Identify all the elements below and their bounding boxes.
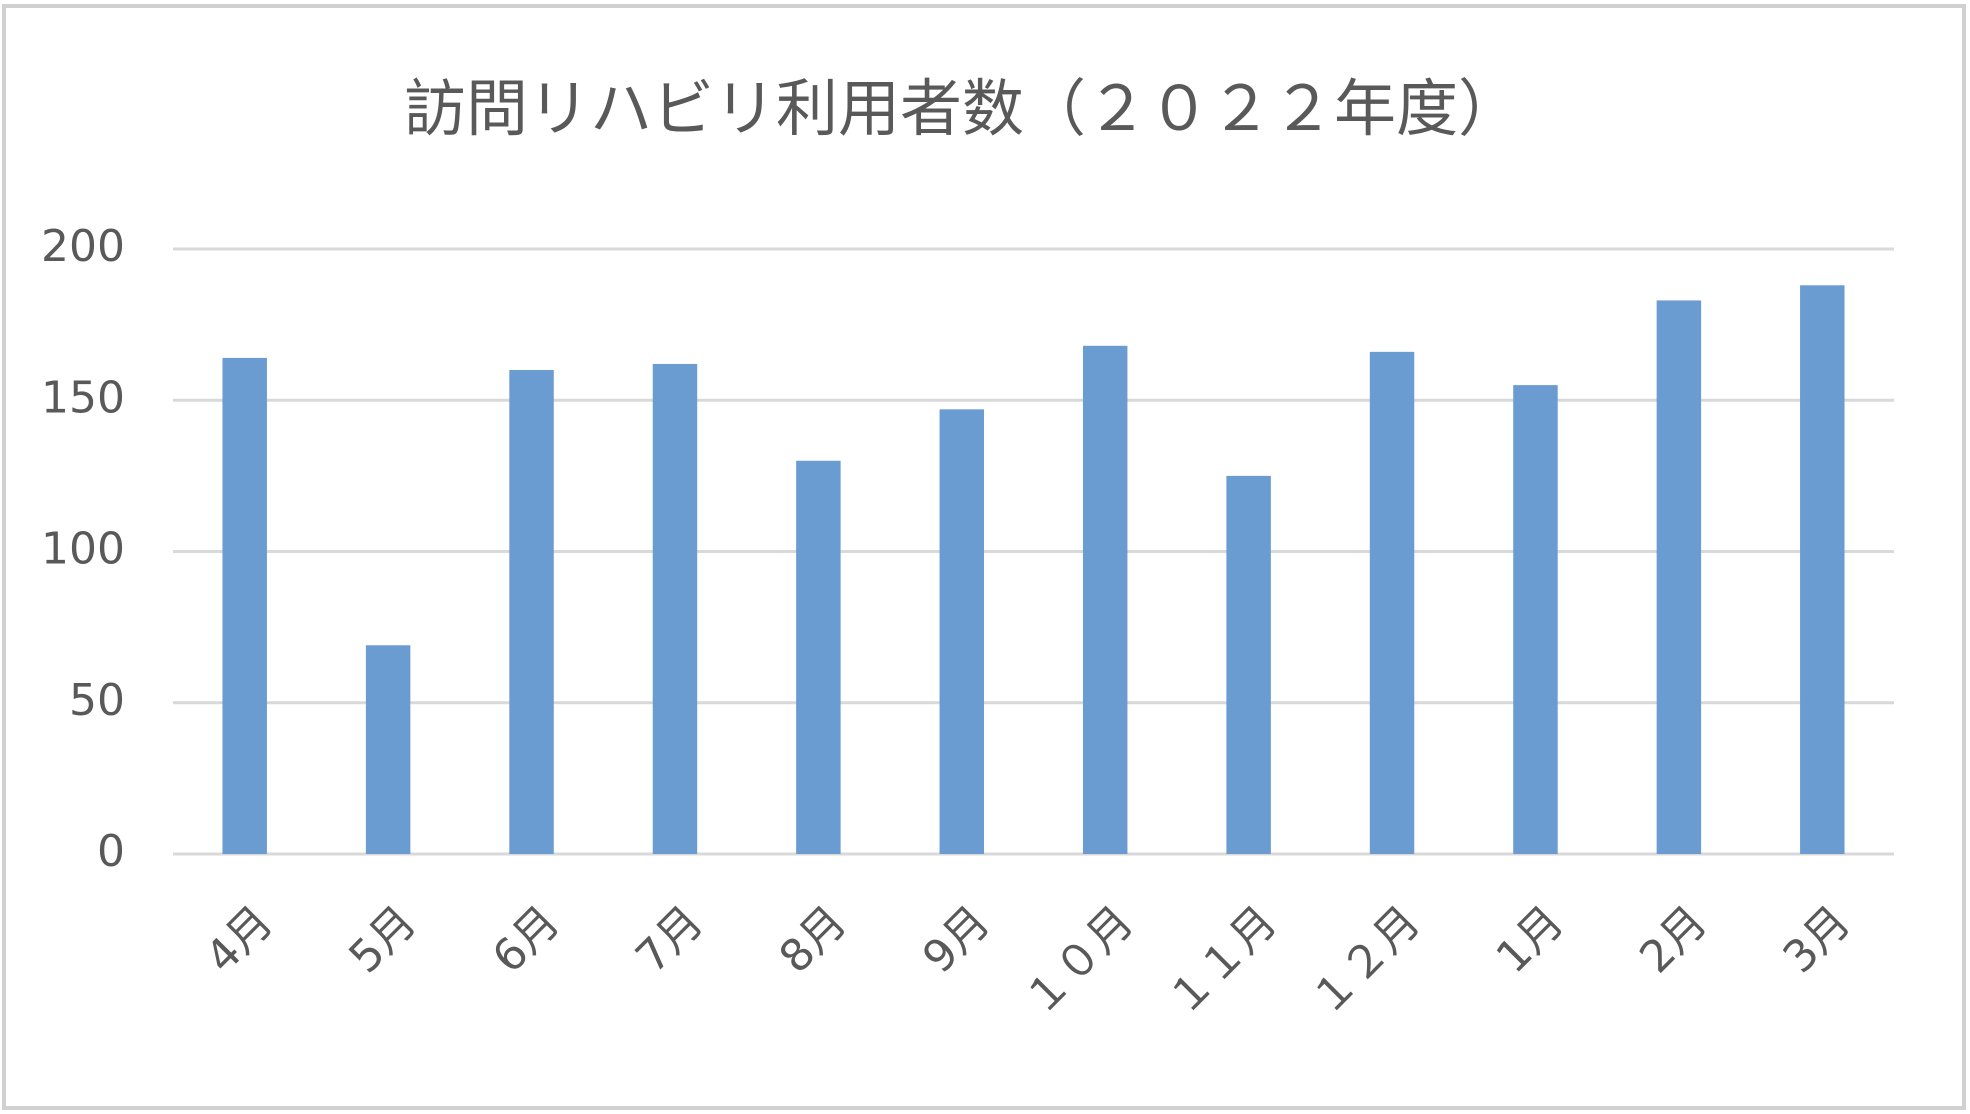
y-tick-label: 150 <box>41 372 125 423</box>
bar <box>365 645 411 854</box>
bar <box>1656 300 1702 854</box>
bar <box>509 370 554 854</box>
y-tick-label: 0 <box>97 826 125 877</box>
bar <box>1082 345 1128 854</box>
bar <box>1226 475 1271 854</box>
y-tick-label: 50 <box>69 675 125 726</box>
bar <box>222 357 267 854</box>
bar <box>1513 385 1558 854</box>
chart-title: 訪問リハビリ利用者数（２０２２年度） <box>404 72 1520 145</box>
bar <box>652 363 698 854</box>
bar <box>1369 351 1415 854</box>
bar <box>1800 285 1845 854</box>
bar <box>796 460 841 854</box>
bar <box>939 409 985 854</box>
y-tick-label: 100 <box>41 524 125 575</box>
y-tick-label: 200 <box>41 221 125 272</box>
